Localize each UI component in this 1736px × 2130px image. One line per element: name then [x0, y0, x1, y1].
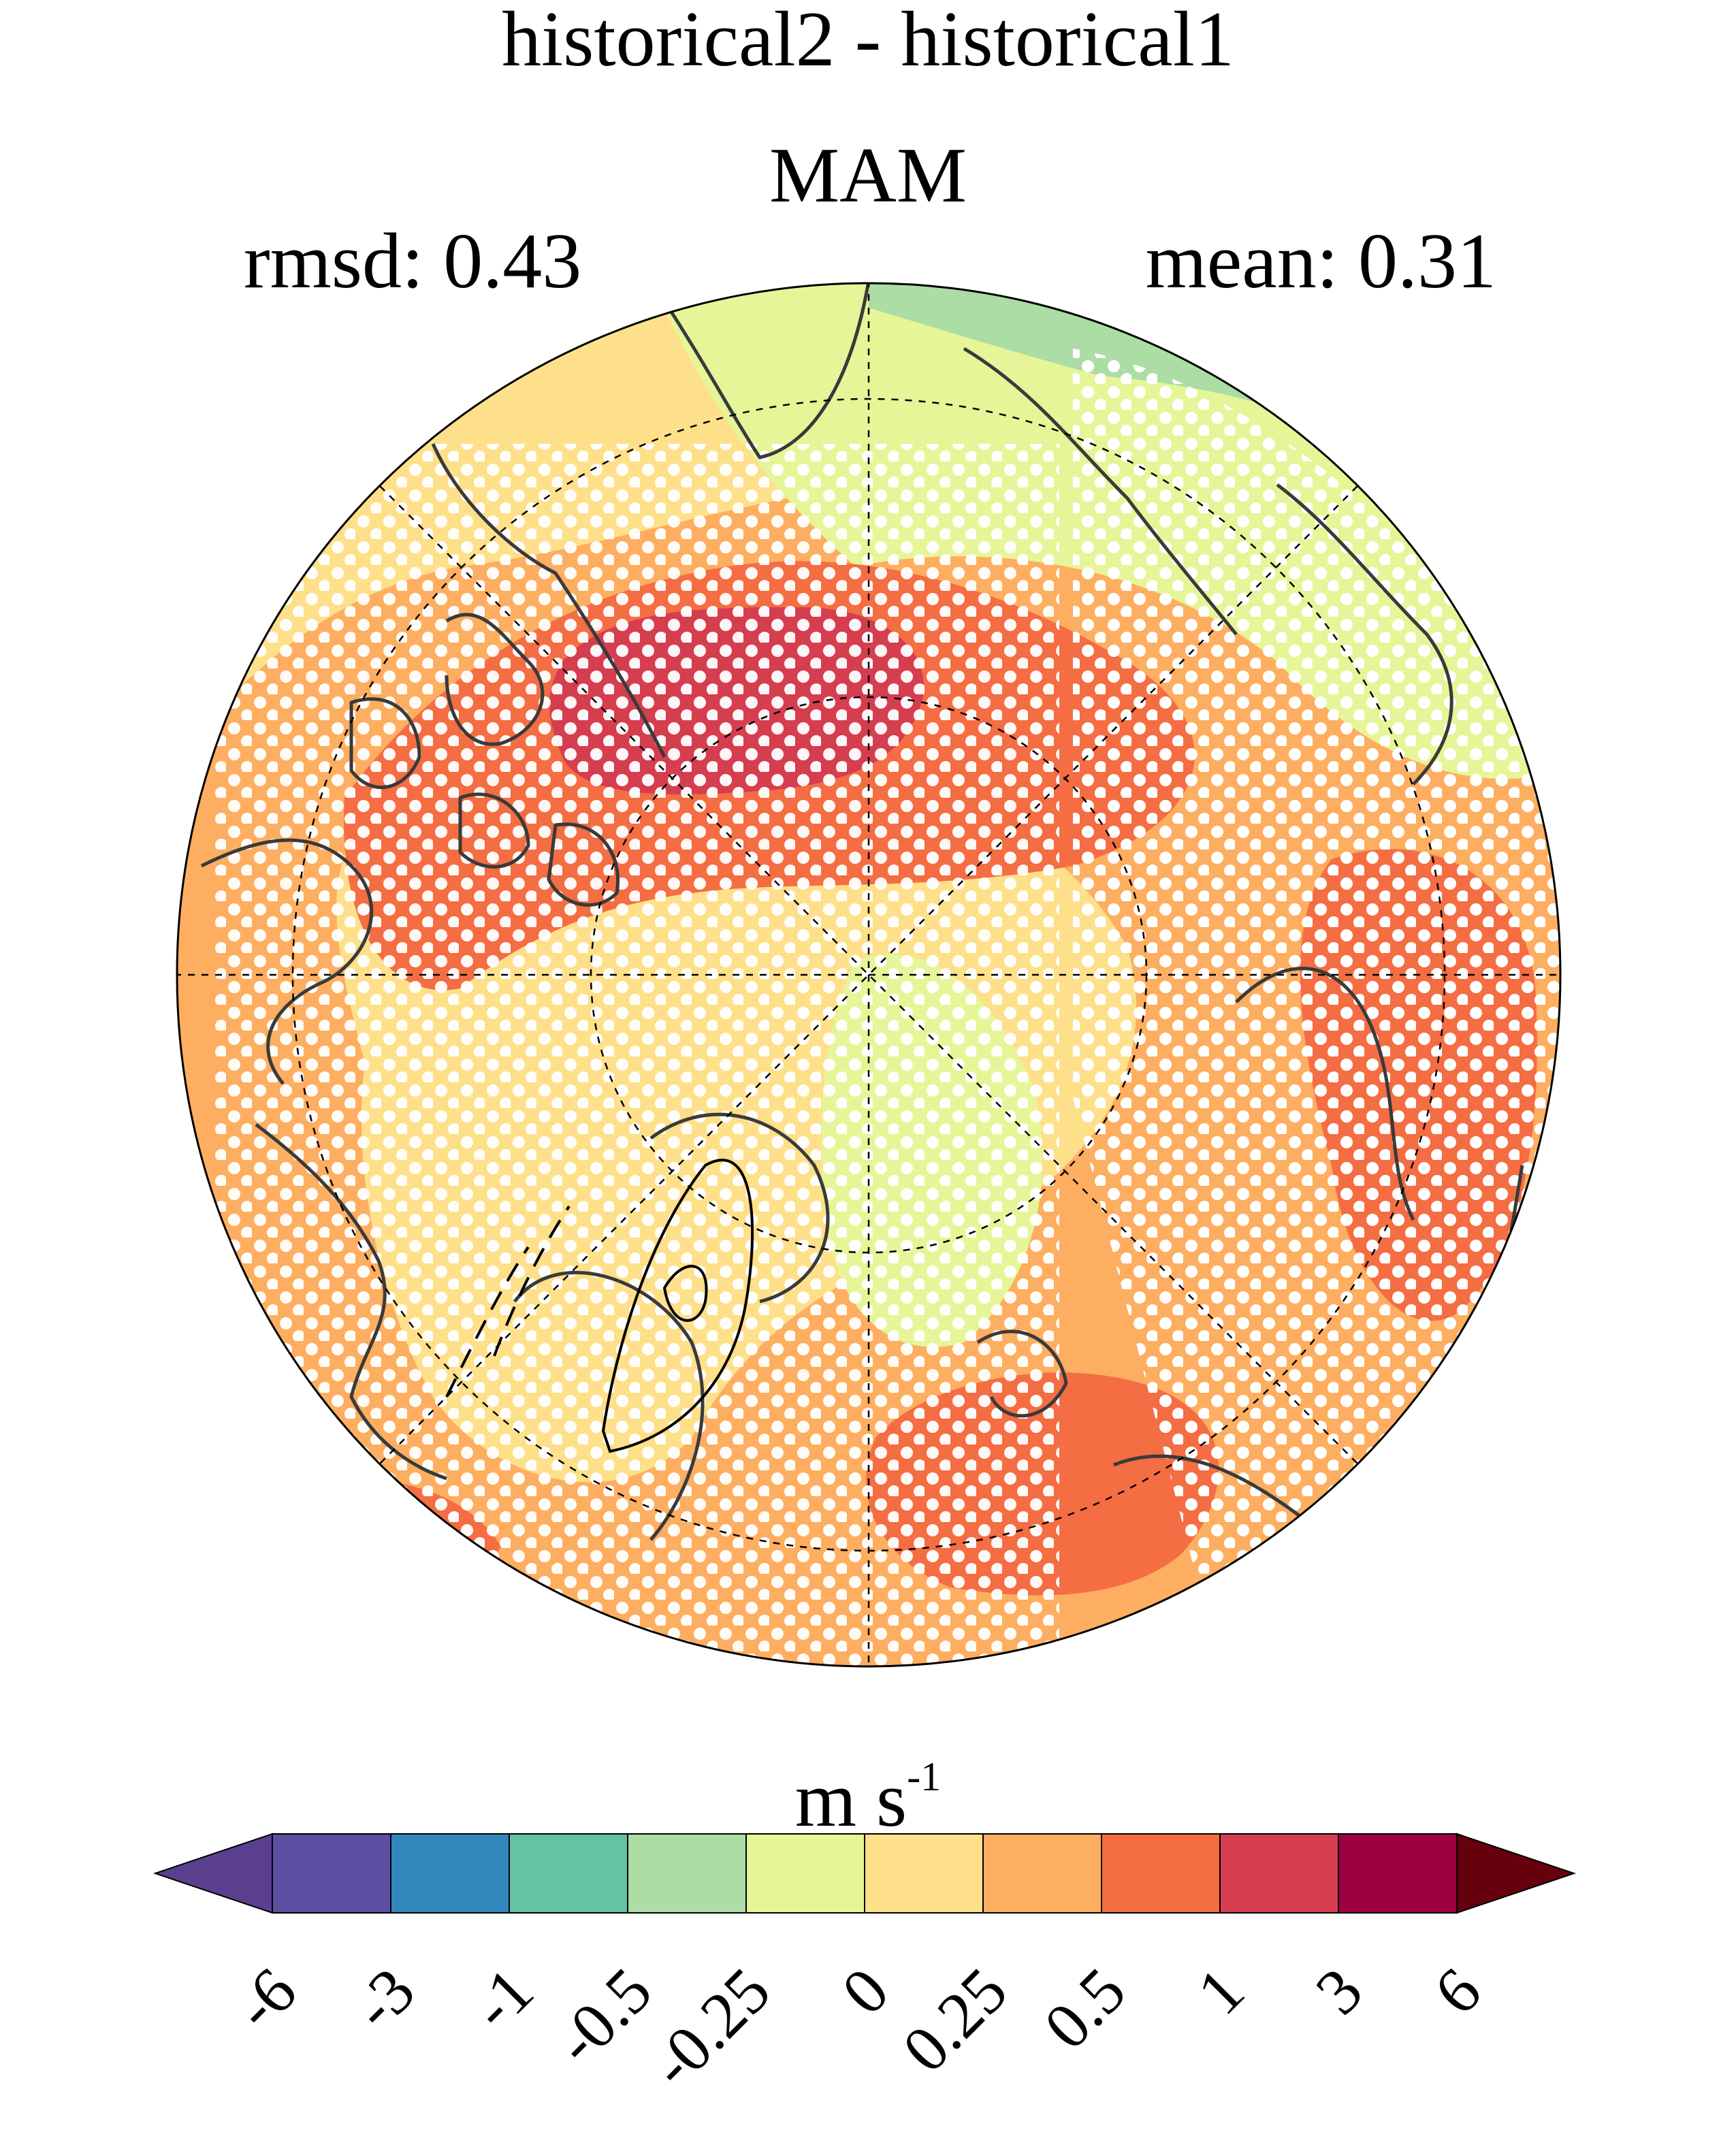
colorbar-tick-label: 0.5 [1029, 1953, 1140, 2063]
colorbar-box [272, 1833, 391, 1914]
units-text: m s [794, 1756, 907, 1843]
colorbar-tick-label: -3 [338, 1953, 429, 2044]
colorbar-tick-label: 6 [1419, 1953, 1495, 2029]
units-label: m s-1 [0, 1756, 1736, 1839]
colorbar-box [1101, 1833, 1221, 1914]
mean-label: mean: 0.31 [1145, 218, 1496, 305]
colorbar-box [509, 1833, 628, 1914]
colorbar-tick-label: 0 [827, 1953, 903, 2029]
zero-contours [445, 1159, 754, 1453]
colorbar-tick-label: 1 [1183, 1953, 1258, 2029]
colorbar-box [745, 1833, 865, 1914]
chart-title: historical2 - historical1 [502, 0, 1234, 83]
units-exponent: -1 [907, 1754, 942, 1799]
colorbar-tick-label: -1 [457, 1953, 547, 2044]
colorbar-tick-label: 0.25 [888, 1953, 1021, 2086]
significance-stipple-left [215, 444, 1059, 1666]
colorbar-box [627, 1833, 747, 1914]
colorbar-box [1219, 1833, 1339, 1914]
colorbar-extend-high [1456, 1833, 1577, 1914]
graticule [177, 283, 1560, 1666]
colorbar-box [390, 1833, 510, 1914]
colorbar-box [1338, 1833, 1458, 1914]
colorbar-tick-label: -0.25 [636, 1953, 784, 2101]
season-label: MAM [769, 132, 967, 219]
colorbar-tick-label: -6 [220, 1953, 310, 2044]
rmsd-label: rmsd: 0.43 [244, 218, 582, 305]
colorbar [152, 1833, 1577, 1914]
colorbar-box [864, 1833, 984, 1914]
polar-map [176, 282, 1562, 1668]
map-boundary [176, 282, 1562, 1668]
colorbar-box [982, 1833, 1102, 1914]
colorbar-extend-low [152, 1833, 273, 1914]
colorbar-tick-label: 3 [1301, 1953, 1377, 2029]
